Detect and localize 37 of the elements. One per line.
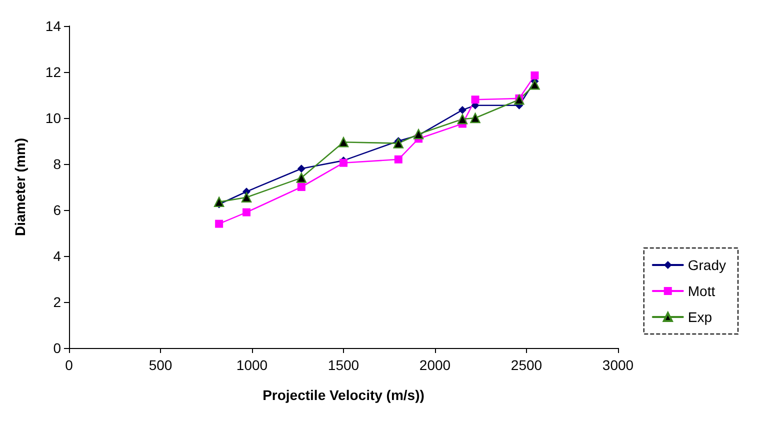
- point: [215, 220, 224, 228]
- x-tick-label: 500: [148, 357, 172, 373]
- legend-label: Exp: [688, 309, 712, 325]
- point: [297, 183, 306, 191]
- x-tick-label: 2000: [419, 357, 451, 373]
- y-tick-label: 0: [53, 340, 62, 356]
- point: [394, 155, 402, 164]
- point: [296, 172, 307, 183]
- x-tick-label: 2500: [510, 357, 542, 373]
- point: [241, 192, 252, 202]
- point: [471, 96, 480, 104]
- x-axis-title: Projectile Velocity (m/s)): [262, 387, 424, 403]
- point: [338, 137, 349, 148]
- x-tick-label: 1000: [236, 357, 268, 373]
- y-tick-label: 4: [53, 248, 62, 264]
- point: [297, 164, 306, 173]
- point: [530, 71, 539, 80]
- x-tick-label: 1500: [328, 357, 360, 373]
- y-axis-title: Diameter (mm): [12, 138, 28, 236]
- x-tick-label: 3000: [602, 357, 634, 373]
- point: [470, 112, 480, 124]
- point: [514, 94, 524, 105]
- point: [214, 196, 224, 208]
- legend-label: Mott: [688, 283, 716, 299]
- point: [530, 80, 540, 90]
- point: [458, 106, 466, 114]
- point: [242, 208, 251, 216]
- x-tick-label: 0: [65, 357, 74, 373]
- y-tick-label: 8: [53, 156, 62, 172]
- y-tick-label: 12: [45, 64, 62, 80]
- y-tick-label: 14: [45, 18, 62, 34]
- y-tick-label: 6: [53, 202, 62, 218]
- y-tick-label: 2: [53, 294, 62, 310]
- point: [393, 138, 404, 148]
- legend-label: Grady: [688, 257, 726, 273]
- y-tick-label: 10: [45, 110, 62, 126]
- point: [457, 114, 468, 124]
